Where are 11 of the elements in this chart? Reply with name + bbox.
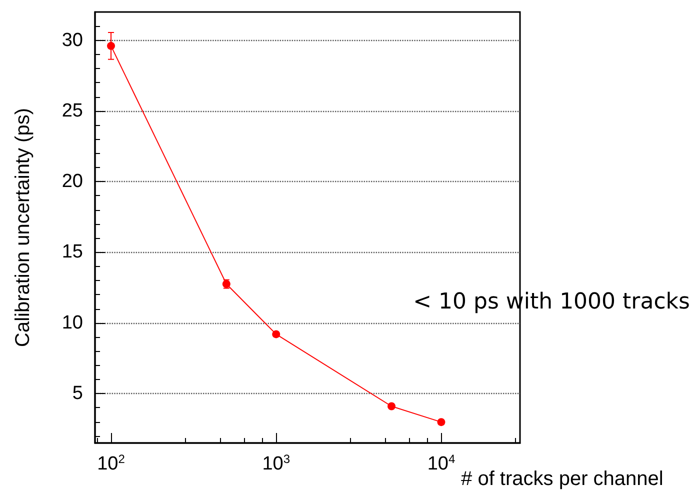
- y-tick-label: 5: [72, 383, 83, 404]
- y-tick-label: 15: [62, 242, 83, 263]
- x-axis-title: # of tracks per channel: [461, 468, 664, 490]
- y-tick-label: 20: [62, 171, 83, 192]
- point: [437, 418, 446, 426]
- y-axis-title: Calibration uncertainty (ps): [12, 108, 34, 347]
- y-tick-label: 25: [62, 100, 83, 122]
- point: [107, 42, 115, 50]
- y-tick-label: 30: [62, 30, 83, 51]
- point: [272, 330, 280, 338]
- y-tick-label: 10: [62, 312, 83, 334]
